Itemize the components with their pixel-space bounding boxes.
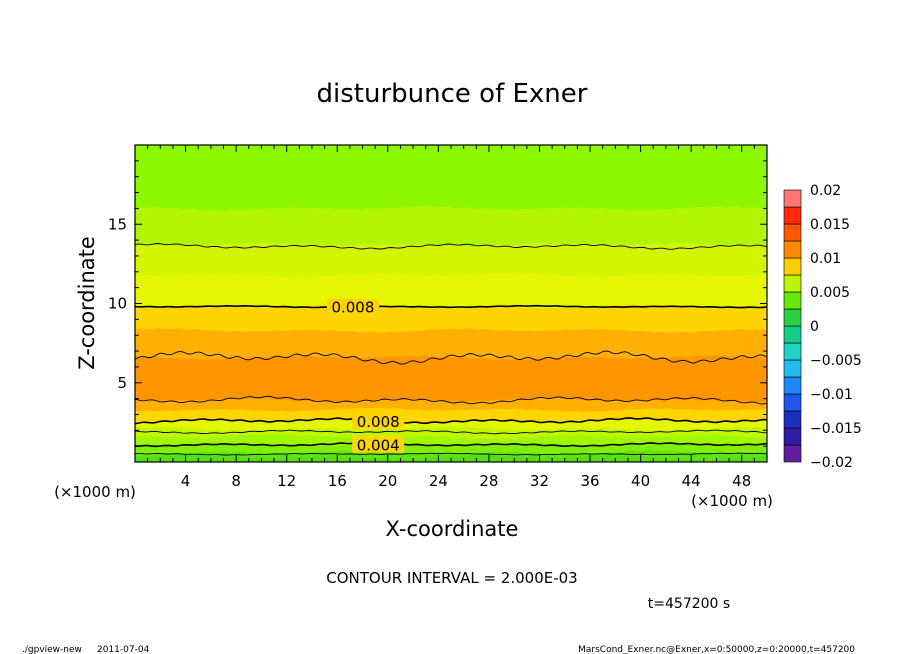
colorbar-swatch <box>783 342 802 361</box>
color-bands <box>135 145 767 462</box>
colorbar-swatch <box>783 444 802 463</box>
colorbar-swatch <box>783 257 802 276</box>
colorbar-swatch <box>783 274 802 293</box>
x-tick-label: 16 <box>328 472 347 490</box>
colorbar-swatch <box>783 189 802 208</box>
x-tick-label: 32 <box>530 472 549 490</box>
source-label: MarsCond_Exner.nc@Exner,x=0:50000,z=0:20… <box>578 645 855 654</box>
x-tick-label: 40 <box>631 472 650 490</box>
x-axis: 4 8 12 16 20 24 28 32 36 40 44 48 <box>147 145 755 490</box>
y-axis: 5 10 15 <box>108 160 767 447</box>
colorbar-swatch <box>783 223 802 242</box>
time-label: t=457200 s <box>648 596 730 612</box>
colorbar-tick-label: 0.015 <box>810 217 850 233</box>
colorbar-swatch <box>783 393 802 412</box>
contour-line <box>134 417 768 425</box>
y-tick-label: 10 <box>108 295 127 313</box>
contour-line <box>134 429 768 435</box>
date-label: 2011-07-04 <box>97 645 150 654</box>
colorbar-swatch <box>783 240 802 259</box>
x-tick-label: 24 <box>429 472 448 490</box>
colorbar-swatch <box>783 359 802 378</box>
colorbar-swatch <box>783 206 802 225</box>
colorbar-swatch <box>783 376 802 395</box>
contour-line <box>134 452 768 456</box>
program-label: ./gpview-new <box>22 645 82 654</box>
x-axis-label: X-coordinate <box>386 517 519 541</box>
colorbar-swatch <box>783 308 802 327</box>
contour-label-bg <box>352 412 405 429</box>
chart-title: disturbunce of Exner <box>317 79 588 109</box>
contour-interval-text: CONTOUR INTERVAL = 2.000E-03 <box>326 569 577 587</box>
x-tick-label: 12 <box>277 472 296 490</box>
colorbar-tick-label: −0.01 <box>810 387 853 403</box>
colorbar-tick-label: 0 <box>810 319 819 335</box>
colorbar-swatch <box>783 427 802 446</box>
colorbar-swatch <box>783 410 802 429</box>
colorbar: 0.02 0.015 0.01 0.005 0 −0.005 −0.01 −0.015 −0.0… <box>783 183 862 471</box>
y-tick-label: 5 <box>117 374 127 392</box>
x-tick-label: 28 <box>479 472 498 490</box>
colorbar-swatch <box>783 291 802 310</box>
x-tick-label: 4 <box>181 472 191 490</box>
contour-label-bg <box>326 298 379 315</box>
colorbar-tick-label: −0.02 <box>810 455 853 471</box>
x-tick-label: 44 <box>682 472 701 490</box>
y-axis-label: Z-coordinate <box>75 236 99 370</box>
contour-line <box>134 395 768 405</box>
x-tick-label: 8 <box>231 472 241 490</box>
colorbar-tick-label: 0.005 <box>810 285 850 301</box>
contour-line <box>134 350 768 365</box>
contour-label-bg <box>352 436 405 453</box>
contour-label: 0.008 <box>331 299 374 317</box>
x-tick-label: 20 <box>378 472 397 490</box>
colorbar-tick-label: 0.02 <box>810 183 841 199</box>
contour-label: 0.004 <box>357 437 400 455</box>
contour-line <box>134 243 768 250</box>
x-unit-label: (×1000 m) <box>691 492 773 510</box>
x-tick-label: 36 <box>580 472 599 490</box>
contour-lines: 0.008 0.008 0.004 <box>134 243 768 456</box>
x-tick-label: 48 <box>732 472 751 490</box>
y-tick-label: 15 <box>108 215 127 233</box>
colorbar-tick-label: 0.01 <box>810 251 841 267</box>
contour-line <box>134 304 768 309</box>
contour-line <box>134 441 768 448</box>
contour-label: 0.008 <box>357 413 400 431</box>
colorbar-tick-label: −0.015 <box>810 421 862 437</box>
y-unit-label: (×1000 m) <box>54 483 136 501</box>
colorbar-tick-label: −0.005 <box>810 353 862 369</box>
colorbar-swatch <box>783 325 802 344</box>
